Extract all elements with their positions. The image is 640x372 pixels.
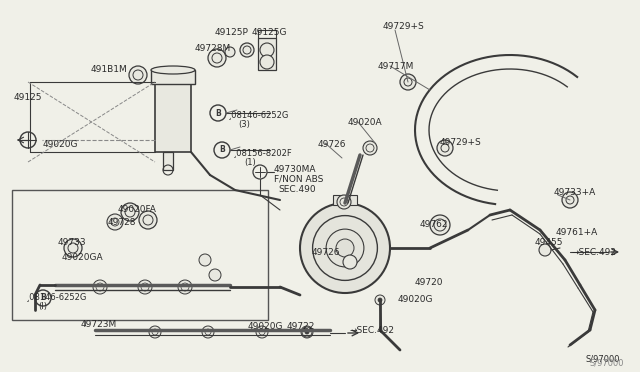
Text: 49020G: 49020G [43, 140, 79, 149]
Text: 49125P: 49125P [215, 28, 249, 37]
Text: B: B [40, 294, 46, 302]
Circle shape [437, 140, 453, 156]
Circle shape [214, 142, 230, 158]
Bar [12, 190, 268, 320]
Circle shape [300, 203, 390, 293]
Text: 491B1M: 491B1M [91, 65, 128, 74]
Circle shape [64, 239, 82, 257]
Text: ¸08146-6252G: ¸08146-6252G [26, 292, 88, 301]
Circle shape [178, 280, 192, 294]
Text: 49762: 49762 [420, 220, 449, 229]
Circle shape [202, 326, 214, 338]
Circle shape [539, 244, 551, 256]
Text: 49720: 49720 [415, 278, 444, 287]
Circle shape [138, 280, 152, 294]
Text: 49729+S: 49729+S [440, 138, 482, 147]
Circle shape [301, 326, 313, 338]
Circle shape [129, 66, 147, 84]
Ellipse shape [151, 66, 195, 74]
Text: B: B [215, 109, 221, 118]
Text: 49730MA: 49730MA [274, 165, 317, 174]
Text: 49020FA: 49020FA [118, 205, 157, 214]
Bar [333, 195, 357, 205]
Circle shape [260, 55, 274, 69]
Text: 49729+S: 49729+S [383, 22, 425, 31]
Circle shape [260, 43, 274, 57]
Text: B: B [219, 145, 225, 154]
Bar [155, 82, 191, 152]
Text: 49020G: 49020G [398, 295, 433, 304]
Text: 49728: 49728 [108, 218, 136, 227]
Text: 49125G: 49125G [252, 28, 287, 37]
Text: 49020A: 49020A [348, 118, 383, 127]
Text: 49020G: 49020G [248, 322, 284, 331]
Circle shape [305, 330, 309, 334]
Circle shape [336, 239, 354, 257]
Circle shape [35, 290, 51, 306]
Text: (1): (1) [244, 158, 256, 167]
Circle shape [302, 327, 312, 337]
Circle shape [343, 255, 357, 269]
Circle shape [210, 105, 226, 121]
Circle shape [256, 326, 268, 338]
Text: 49723M: 49723M [81, 320, 117, 329]
Text: →SEC.492: →SEC.492 [350, 326, 395, 335]
Text: ¸08146-6252G: ¸08146-6252G [228, 110, 289, 119]
Circle shape [209, 269, 221, 281]
Text: S/97000: S/97000 [586, 355, 621, 364]
Text: 49726: 49726 [312, 248, 340, 257]
Circle shape [121, 203, 139, 221]
Text: →SEC.492: →SEC.492 [572, 248, 617, 257]
Text: 49733: 49733 [58, 238, 86, 247]
Circle shape [208, 49, 226, 67]
Circle shape [375, 295, 385, 305]
Circle shape [107, 214, 123, 230]
Text: 49726: 49726 [318, 140, 346, 149]
Text: 49722: 49722 [287, 322, 316, 331]
Text: 49125: 49125 [14, 93, 42, 102]
Circle shape [378, 298, 382, 302]
Text: (I): (I) [38, 302, 47, 311]
Text: 49717M: 49717M [378, 62, 414, 71]
Text: (3): (3) [238, 120, 250, 129]
Text: S/97000: S/97000 [590, 358, 625, 367]
Circle shape [430, 215, 450, 235]
Text: 49728M: 49728M [195, 44, 231, 53]
Circle shape [225, 47, 235, 57]
Circle shape [149, 326, 161, 338]
Circle shape [139, 211, 157, 229]
Bar [163, 152, 173, 170]
Circle shape [363, 141, 377, 155]
Circle shape [326, 229, 364, 267]
Circle shape [400, 74, 416, 90]
Text: 49733+A: 49733+A [554, 188, 596, 197]
Text: SEC.490: SEC.490 [278, 185, 316, 194]
Circle shape [199, 254, 211, 266]
Text: 49761+A: 49761+A [556, 228, 598, 237]
Circle shape [337, 195, 351, 209]
Text: F/NON ABS: F/NON ABS [274, 175, 323, 184]
Circle shape [562, 192, 578, 208]
Circle shape [93, 280, 107, 294]
Circle shape [312, 216, 378, 280]
Bar [258, 38, 276, 70]
Text: 49455: 49455 [535, 238, 563, 247]
Text: ¸08156-8202F: ¸08156-8202F [233, 148, 292, 157]
Bar [151, 70, 195, 84]
Text: 49020GA: 49020GA [62, 253, 104, 262]
Circle shape [240, 43, 254, 57]
